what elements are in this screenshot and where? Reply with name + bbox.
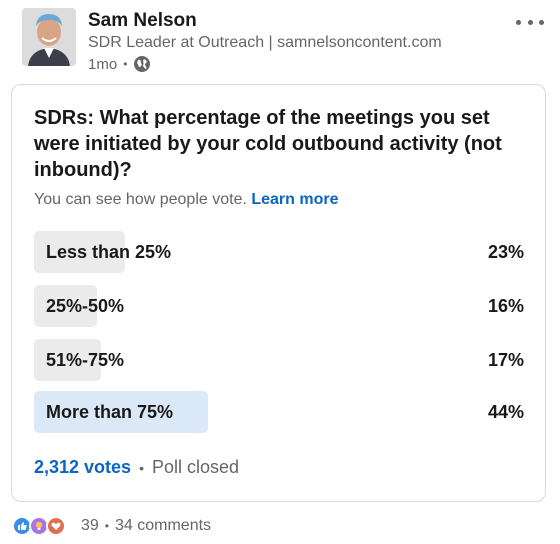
poll-option-label: Less than 25%: [46, 242, 172, 262]
poll-option-percent: 16%: [487, 296, 524, 316]
comments-count-link[interactable]: 34 comments: [115, 517, 212, 534]
poll-option[interactable]: 51%-75% 17%: [34, 339, 526, 381]
poll-option-bar: [34, 391, 208, 433]
globe-icon: [133, 55, 151, 73]
poll-option-label: More than 75%: [46, 402, 174, 422]
author-name[interactable]: Sam Nelson: [88, 10, 197, 31]
poll-option[interactable]: 25%-50% 16%: [34, 285, 526, 327]
poll-card: SDRs: What percentage of the meetings yo…: [11, 84, 546, 502]
reaction-icons[interactable]: [12, 516, 66, 536]
poll-footer: 2,312 votes • Poll closed: [34, 457, 239, 478]
dot-icon: [539, 19, 544, 25]
post-time: 1mo: [88, 55, 118, 73]
poll-option[interactable]: More than 75% 44%: [34, 391, 526, 433]
poll-option-label: 25%-50%: [46, 296, 125, 316]
author-headline: SDR Leader at Outreach | samnelsonconten…: [88, 34, 442, 51]
poll-option-bar: [34, 339, 101, 381]
poll-status: Poll closed: [151, 457, 240, 477]
post-header: Sam Nelson SDR Leader at Outreach | samn…: [22, 8, 544, 78]
love-icon: [46, 516, 66, 536]
vote-count-link[interactable]: 2,312 votes: [34, 457, 132, 477]
dot-icon: [527, 19, 533, 25]
social-separator: •: [104, 519, 109, 533]
more-options-button[interactable]: [513, 14, 547, 30]
social-counts: 39 • 34 comments: [12, 514, 211, 538]
poll-question: SDRs: What percentage of the meetings yo…: [34, 107, 502, 181]
avatar[interactable]: [22, 8, 76, 66]
poll-visibility-note: You can see how people vote. Learn more: [34, 191, 339, 209]
poll-option-percent: 17%: [487, 350, 524, 370]
post-meta: 1mo •: [88, 54, 151, 74]
meta-separator: •: [123, 57, 128, 71]
visibility-text: You can see how people vote.: [34, 191, 247, 208]
dot-icon: [516, 19, 521, 25]
poll-option-percent: 23%: [487, 242, 524, 262]
poll-option-bar: [34, 231, 125, 273]
reaction-count[interactable]: 39: [81, 517, 99, 534]
poll-option-label: 51%-75%: [46, 350, 125, 370]
learn-more-link[interactable]: Learn more: [251, 191, 339, 208]
poll-option-bar: [34, 285, 97, 327]
footer-separator: •: [139, 459, 144, 476]
poll-option[interactable]: Less than 25% 23%: [34, 231, 526, 273]
poll-option-percent: 44%: [487, 402, 524, 422]
